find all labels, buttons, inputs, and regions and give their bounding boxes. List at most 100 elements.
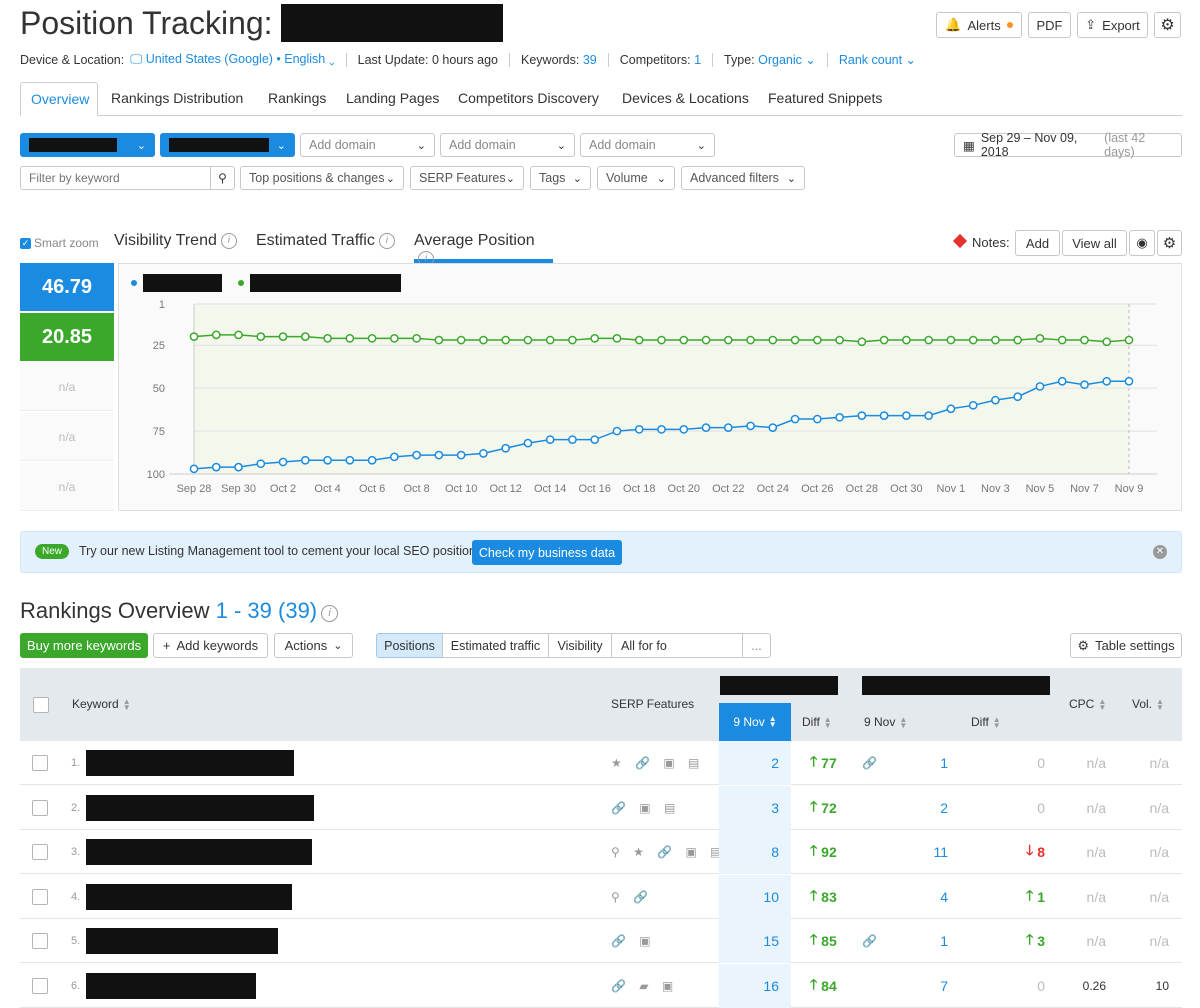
volume-value: n/a — [1149, 888, 1169, 905]
competitors-count[interactable]: 1 — [694, 52, 702, 67]
tab-visibility-trend[interactable]: Visibility Trend i — [114, 232, 237, 262]
export-button[interactable]: ⇪ Export — [1077, 12, 1148, 38]
x-tick-label: Nov 7 — [1070, 483, 1099, 495]
cpc-value: n/a — [1086, 888, 1106, 905]
alerts-button[interactable]: 🔔 Alerts — [936, 12, 1022, 38]
settings-button[interactable]: ⚙ — [1154, 12, 1181, 38]
tab-featured-snippets[interactable]: Featured Snippets — [768, 90, 883, 106]
data-point — [1057, 335, 1067, 345]
domain-select-1[interactable]: ⌄ — [20, 133, 155, 157]
seg-estimated-traffic[interactable]: Estimated traffic — [442, 633, 549, 658]
col-date-2[interactable]: 9 Nov ▲ ▼ — [864, 714, 908, 730]
redacted-keyword[interactable] — [86, 750, 294, 776]
tab-average-position[interactable]: Average Positioni — [414, 232, 553, 267]
buy-more-keywords-button[interactable]: Buy more keywords — [20, 633, 148, 658]
rank-count-dropdown[interactable]: Rank count ⌄ — [838, 53, 917, 67]
tab-estimated-traffic[interactable]: Estimated Traffic i — [256, 232, 395, 262]
data-point — [612, 426, 622, 436]
position-value-1[interactable]: 16 — [719, 963, 791, 1008]
add-keywords-button[interactable]: + Add keywords — [153, 633, 268, 658]
row-checkbox[interactable] — [32, 977, 48, 994]
view-all-notes-button[interactable]: View all — [1062, 230, 1127, 256]
add-domain-select-2[interactable]: Add domain ⌄ — [440, 133, 575, 157]
tab-devices-locations[interactable]: Devices & Locations — [622, 90, 749, 106]
advanced-filters[interactable]: Advanced filters ⌄ — [681, 166, 805, 190]
close-icon[interactable]: ✕ — [1153, 545, 1167, 559]
tags-filter[interactable]: Tags ⌄ — [530, 166, 591, 190]
redacted-keyword[interactable] — [86, 972, 256, 999]
actions-dropdown[interactable]: Actions ⌄ — [274, 633, 353, 658]
select-all-checkbox[interactable] — [33, 697, 49, 713]
gear-icon: ⚙ — [1160, 17, 1175, 34]
position-value-1[interactable]: 8 — [719, 830, 791, 874]
plot-area — [194, 304, 1129, 474]
tab-rankings[interactable]: Rankings — [268, 90, 327, 106]
data-point — [568, 335, 577, 345]
row-checkbox[interactable] — [32, 933, 48, 949]
data-point — [701, 423, 711, 432]
table-settings-button[interactable]: ⚙ Table settings — [1070, 633, 1182, 658]
tab-competitors-discovery[interactable]: Competitors Discovery — [458, 90, 599, 106]
top-positions-filter[interactable]: Top positions & changes ⌄ — [240, 166, 404, 190]
position-value-1[interactable]: 10 — [719, 874, 791, 919]
position-value-1[interactable]: 3 — [719, 785, 791, 830]
data-point — [657, 335, 666, 345]
row-checkbox[interactable] — [32, 888, 48, 905]
chart-settings-gear-icon[interactable]: ⚙ — [1157, 230, 1182, 256]
add-domain-select-3[interactable]: Add domain ⌄ — [580, 133, 715, 157]
keyword-filter-input[interactable] — [21, 167, 211, 189]
seg-positions[interactable]: Positions — [376, 633, 443, 658]
seg-all-for[interactable]: All for fo — [611, 633, 743, 658]
device-location-dropdown[interactable]: 🖵 United States (Google) • English ⌄ — [130, 52, 335, 66]
data-point — [501, 335, 511, 345]
col-diff-1[interactable]: Diff ▲ ▼ — [802, 714, 832, 730]
position-value-2[interactable]: 2 — [940, 799, 948, 816]
table-header: Keyword ▲ ▼ SERP Features 9 Nov ▲ ▼ Diff ▲ ▼ 9… — [20, 668, 1182, 741]
col-keyword[interactable]: Keyword ▲ ▼ — [72, 696, 131, 712]
pdf-button[interactable]: PDF — [1028, 12, 1071, 38]
row-checkbox[interactable] — [32, 755, 48, 771]
eye-icon[interactable]: ◉ — [1129, 230, 1155, 256]
position-value-2[interactable]: 1 — [940, 755, 948, 771]
seg-more[interactable]: ... — [742, 633, 771, 658]
add-domain-select-1[interactable]: Add domain ⌄ — [300, 133, 435, 157]
keywords-count[interactable]: 39 — [582, 52, 597, 67]
info-icon: i — [321, 605, 339, 622]
add-note-button[interactable]: Add — [1015, 230, 1060, 256]
position-value-2[interactable]: 7 — [940, 977, 948, 994]
col-cpc[interactable]: CPC ▲ ▼ — [1069, 696, 1107, 712]
search-icon[interactable]: ⚲ — [210, 167, 234, 189]
redacted-keyword[interactable] — [86, 928, 278, 954]
position-value-1[interactable]: 2 — [719, 741, 791, 785]
check-business-data-button[interactable]: Check my business data — [472, 540, 622, 565]
redacted-keyword[interactable] — [86, 839, 312, 865]
date-range-picker[interactable]: ▦ Sep 29 – Nov 09, 2018 (last 42 days) — [954, 131, 1182, 159]
col-date-1[interactable]: 9 Nov ▲ ▼ — [719, 703, 791, 741]
position-value-2[interactable]: 11 — [933, 844, 948, 860]
col-diff-2[interactable]: Diff ▲ ▼ — [971, 714, 1001, 730]
col-volume[interactable]: Vol. ▲ ▼ — [1132, 696, 1164, 712]
metric-domain-1[interactable]: 46.79 — [20, 263, 114, 311]
row-checkbox[interactable] — [32, 844, 48, 860]
redacted-keyword[interactable] — [86, 883, 292, 910]
type-dropdown[interactable]: Organic ⌄ — [758, 53, 816, 67]
volume-filter[interactable]: Volume ⌄ — [597, 166, 675, 190]
position-value-2[interactable]: 4 — [940, 888, 948, 905]
seg-visibility[interactable]: Visibility — [548, 633, 612, 658]
position-value-2[interactable]: 1 — [940, 933, 948, 949]
redacted-keyword[interactable] — [86, 794, 314, 821]
serp-features-filter[interactable]: SERP Features ⌄ — [410, 166, 524, 190]
row-checkbox[interactable] — [32, 799, 48, 816]
tab-landing-pages[interactable]: Landing Pages — [346, 90, 440, 106]
legend-domain-1 — [143, 274, 222, 292]
tab-rankings-distribution[interactable]: Rankings Distribution — [111, 90, 244, 106]
volume-value: 10 — [1155, 978, 1169, 993]
position-value-1[interactable]: 15 — [719, 919, 791, 963]
domain-select-2[interactable]: ⌄ — [160, 133, 295, 157]
data-point — [857, 337, 867, 347]
x-tick-label: Oct 10 — [445, 483, 477, 495]
smart-zoom-toggle[interactable]: ✓ Smart zoom — [20, 236, 99, 250]
metric-domain-2[interactable]: 20.85 — [20, 313, 114, 361]
tab-overview[interactable]: Overview — [20, 82, 98, 116]
data-point — [456, 335, 466, 345]
